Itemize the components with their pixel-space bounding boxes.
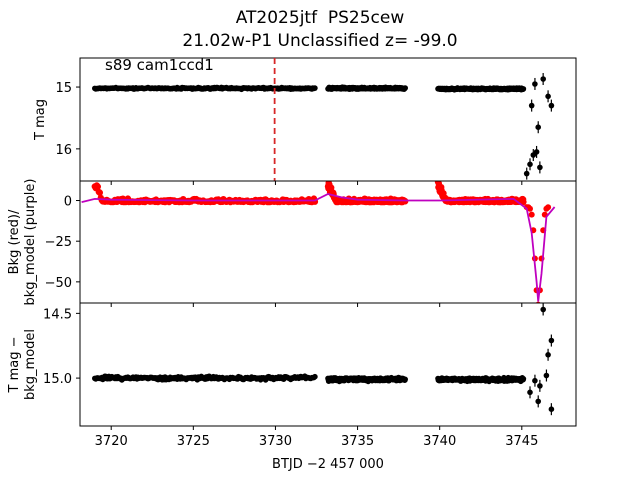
data-point — [532, 81, 538, 87]
series-segment-mag — [435, 374, 527, 385]
x-tick-label: 3735 — [341, 434, 374, 449]
chart-title-line1: AT2025jtf PS25cew — [235, 8, 405, 28]
data-point — [535, 398, 541, 405]
data-point — [96, 189, 104, 196]
panel-top: 15 16 T mag — [33, 57, 577, 185]
y-tick-label: 15.0 — [43, 372, 72, 387]
axes-frame-top — [79, 57, 577, 182]
data-point — [535, 124, 541, 130]
x-tick-label: 3740 — [423, 434, 456, 449]
data-point — [402, 376, 409, 383]
x-tick-label: 3720 — [95, 434, 128, 449]
data-point — [532, 377, 538, 384]
x-tick-label: 3745 — [505, 434, 538, 449]
series-segment-mag — [325, 374, 409, 385]
data-layer-middle — [81, 181, 556, 303]
data-point — [543, 372, 550, 379]
x-axis-label: BTJD −2 457 000 — [272, 457, 384, 472]
data-point — [533, 149, 540, 155]
x-tick-label: 3730 — [259, 434, 292, 449]
panel-annotation: s89 cam1ccd1 — [105, 56, 214, 74]
series-scatter-bottom — [527, 303, 555, 416]
data-point — [528, 102, 535, 109]
data-point — [540, 76, 546, 82]
data-point — [527, 205, 533, 212]
data-point — [545, 352, 551, 358]
data-point — [94, 183, 102, 190]
panel-middle: 0 −25 −50 Bkg (red)/bkg_model (purple) — [7, 179, 577, 307]
data-point — [523, 170, 530, 177]
y-axis-label: Bkg (red)/ — [7, 209, 22, 274]
y-tick-label: 15 — [55, 81, 72, 96]
data-point — [545, 93, 551, 100]
data-point — [548, 406, 555, 413]
y-tick-label: 14.5 — [43, 307, 72, 322]
series-segment-bkg — [324, 181, 409, 206]
data-layer-top — [92, 73, 555, 180]
data-point — [520, 86, 527, 92]
y-tick-label: 0 — [64, 195, 72, 210]
series-segment-mag — [92, 373, 318, 383]
y-axis-label: T mag — [33, 99, 48, 141]
series-segment-mag — [435, 85, 527, 93]
y-axis-label: bkg_model — [23, 329, 38, 400]
data-point — [312, 85, 318, 91]
data-point — [527, 389, 533, 396]
y-tick-label: 16 — [55, 143, 72, 158]
x-tick-label: 3725 — [177, 434, 210, 449]
data-point — [520, 198, 527, 206]
chart-title-line2: 21.02w-P1 Unclassified z= -99.0 — [182, 31, 458, 51]
data-point — [527, 161, 533, 168]
data-point — [548, 102, 555, 109]
series-segment-bkg — [91, 182, 319, 206]
data-point — [545, 204, 552, 211]
axes-frame-bottom — [79, 302, 577, 427]
data-point — [537, 383, 543, 389]
y-tick-label: −50 — [45, 276, 72, 291]
series-segment-bkg — [434, 181, 527, 206]
data-point — [537, 164, 543, 171]
series-segment-mag — [92, 84, 318, 93]
y-axis-label: T mag − — [7, 337, 22, 394]
series-segment-mag — [325, 84, 409, 92]
data-point — [402, 85, 409, 91]
data-layer-bottom — [92, 303, 555, 416]
series-bkg-model-line — [81, 193, 556, 302]
data-point — [520, 376, 527, 382]
data-point — [312, 373, 318, 380]
data-point — [528, 211, 535, 218]
data-point — [540, 306, 546, 313]
panel-bottom: 14.5 15.0 3720 3725 3730 3735 3740 3745 T mag − b… — [7, 302, 577, 449]
y-tick-label: −25 — [45, 235, 72, 250]
y-axis-label: bkg_model (purple) — [23, 179, 38, 306]
series-scatter-top — [523, 73, 555, 180]
data-point — [548, 337, 555, 344]
